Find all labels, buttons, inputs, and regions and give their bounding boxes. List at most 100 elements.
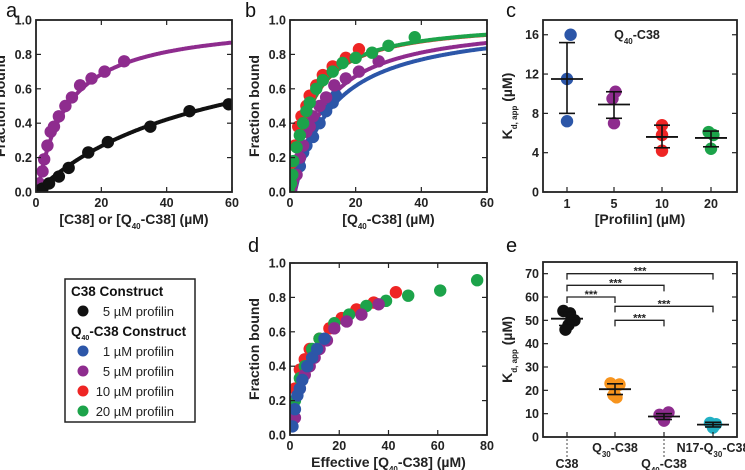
y-tick-label: 0.6	[269, 82, 286, 96]
data-point	[352, 65, 366, 78]
data-point	[313, 99, 326, 113]
y-tick-label: 0.2	[269, 394, 286, 408]
y-axis-label: Kd, app (µM)	[499, 73, 519, 140]
significance-bracket	[614, 305, 714, 313]
x-tick-label: 0	[287, 196, 294, 210]
y-tick-label: 0.2	[269, 151, 286, 165]
data-point	[290, 141, 303, 154]
x-tick-label: 20	[349, 196, 363, 210]
significance-label: ***	[609, 277, 623, 289]
x-tick-label: 1	[564, 197, 571, 211]
panel-letter-a: a	[6, 0, 18, 22]
data-point	[606, 92, 619, 105]
axes-frame	[289, 262, 488, 436]
y-tick-label: 0.8	[269, 291, 286, 305]
data-point	[222, 98, 232, 111]
data-point	[372, 55, 385, 68]
x-tick-label: 20	[704, 197, 718, 211]
y-tick-label: 0.0	[269, 186, 286, 200]
legend-item-label: 1 µM profilin	[103, 344, 174, 359]
y-tick-label: 0.4	[269, 117, 286, 131]
y-tick-label: 50	[525, 314, 539, 328]
plot-area-e	[551, 304, 729, 434]
panel-e	[542, 261, 738, 459]
y-tick-label: 1.0	[269, 257, 286, 271]
legend-group-title: Q40-C38 Construct	[71, 324, 187, 342]
legend-group-title: C38 Construct	[71, 284, 164, 299]
x-tick-label: 60	[431, 439, 445, 453]
data-point	[559, 323, 572, 336]
data-point	[183, 104, 196, 118]
data-point	[319, 91, 333, 104]
x-tick-label: 60	[225, 196, 239, 210]
data-point	[36, 165, 49, 178]
x-axis-label: [Q40-C38] (µM)	[342, 211, 434, 231]
data-point	[607, 117, 621, 130]
data-point	[73, 79, 87, 92]
data-point	[101, 135, 115, 149]
y-tick-label: 0	[532, 186, 539, 200]
data-point	[316, 74, 330, 87]
data-point	[293, 129, 307, 142]
y-tick-label: 0.8	[15, 48, 32, 62]
data-point	[296, 373, 309, 387]
x-tick-label: C38	[556, 457, 579, 470]
panel-b: 0 20 40 60	[287, 19, 494, 210]
legend-marker	[77, 405, 89, 417]
y-tick-label: 10	[525, 407, 539, 421]
y-tick-label: 70	[525, 267, 539, 281]
data-point	[42, 177, 56, 190]
data-point	[290, 403, 302, 416]
x-tick-label: 10	[655, 197, 669, 211]
y-tick-label: 40	[525, 337, 539, 351]
legend-item-label: 20 µM profilin	[96, 404, 174, 419]
y-tick-label: 12	[525, 68, 539, 82]
panel-d: 0 20 40 60 80	[287, 262, 494, 453]
significance-label: ***	[634, 266, 648, 278]
data-point	[290, 168, 299, 181]
data-point	[355, 308, 368, 321]
y-axis-label: Fraction bound	[246, 55, 262, 157]
x-tick-label: 0	[287, 439, 294, 453]
y-tick-label: 0.6	[15, 82, 32, 96]
panel-annotation: Q40-C38	[614, 28, 660, 46]
legend-marker	[77, 305, 89, 317]
x-tick-label: 40	[414, 196, 428, 210]
data-point	[144, 120, 157, 133]
x-tick-label: 80	[480, 439, 494, 453]
legend-marker	[77, 365, 89, 377]
plot-area-c	[551, 28, 727, 157]
y-axis-label: Kd, app (µM)	[499, 316, 519, 383]
panel-letter-b: b	[245, 0, 256, 22]
data-point	[657, 414, 671, 427]
x-tick-label: N17-Q30-C38	[677, 441, 745, 459]
data-point	[372, 298, 385, 311]
data-point	[408, 31, 421, 44]
panel-c	[542, 19, 738, 193]
y-tick-label: 0.0	[15, 186, 32, 200]
x-tick-label: 0	[33, 196, 40, 210]
x-tick-label: 40	[160, 196, 174, 210]
data-point	[310, 342, 324, 356]
panel-a: 0 20 40 60	[33, 19, 239, 210]
significance-bracket	[566, 296, 616, 303]
legend: C38 Construct 5 µM profilin Q40-C38 Constr…	[64, 278, 196, 423]
data-point	[85, 72, 98, 85]
significance-bracket	[614, 319, 665, 327]
y-tick-label: 0.0	[269, 429, 286, 443]
panel-letter-c: c	[506, 0, 516, 22]
legend-marker	[77, 385, 89, 397]
y-tick-label: 0.4	[269, 360, 286, 374]
data-point	[47, 120, 61, 133]
data-point	[290, 154, 300, 168]
x-tick-label: 5	[611, 197, 618, 211]
data-point	[389, 286, 403, 299]
y-tick-label: 1.0	[269, 14, 286, 28]
data-point	[365, 46, 379, 59]
fit-curve	[36, 100, 232, 192]
plot-area-a	[36, 40, 232, 192]
data-point	[290, 420, 299, 433]
data-point	[65, 91, 79, 104]
significance-bracket	[566, 273, 714, 280]
y-tick-label: 0.8	[269, 48, 286, 62]
